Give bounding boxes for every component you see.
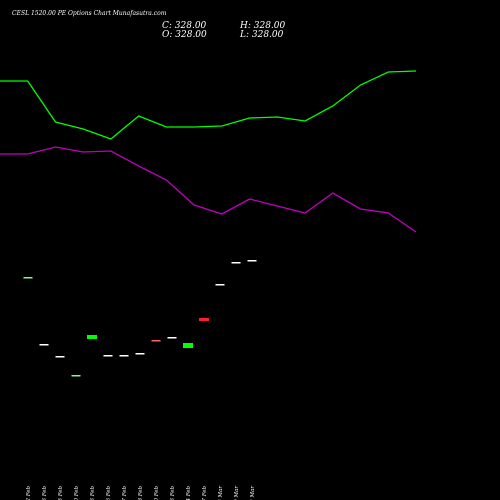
x-tick-label: 12 Mar xyxy=(250,486,256,500)
candle-body xyxy=(103,355,113,357)
x-tick-label: 23 Feb xyxy=(170,486,176,500)
open-label: O: 328.00 xyxy=(162,30,207,40)
candle-body xyxy=(135,353,145,355)
x-tick-label: 09 Mar xyxy=(234,486,240,500)
candle-body xyxy=(215,284,225,286)
x-tick-label: 03 Feb xyxy=(42,486,48,500)
candle-body xyxy=(167,337,177,339)
indicator-line xyxy=(0,70,417,140)
candle-body xyxy=(151,340,161,342)
candle-body xyxy=(71,375,81,377)
x-tick-label: 06 Mar xyxy=(218,486,224,500)
x-tick-label: 13 Feb xyxy=(90,486,96,500)
x-tick-label: 27 Feb xyxy=(202,486,208,500)
low-label: L: 328.00 xyxy=(239,30,284,40)
candle-body xyxy=(39,344,49,346)
candle-body xyxy=(55,356,65,358)
candle-body xyxy=(183,343,193,348)
x-tick-label: 02 Feb xyxy=(26,486,32,500)
candle-body xyxy=(119,355,129,357)
x-tick-label: 18 Feb xyxy=(138,486,144,500)
x-tick-label: 16 Feb xyxy=(106,486,112,500)
candle-body xyxy=(199,318,209,321)
x-tick-label: 05 Feb xyxy=(58,486,64,500)
x-tick-label: 24 Feb xyxy=(186,486,192,500)
candle-body xyxy=(231,262,241,264)
close-label: C: 328.00 xyxy=(162,21,207,31)
x-tick-label: 20 Feb xyxy=(154,486,160,500)
candle-body xyxy=(23,277,33,279)
x-tick-label: 17 Feb xyxy=(122,486,128,500)
x-tick-label: 10 Feb xyxy=(74,486,80,500)
candle-body xyxy=(87,335,97,339)
high-label: H: 328.00 xyxy=(239,21,286,31)
candle-body xyxy=(247,260,257,262)
chart-title: CESL 1520.00 PE Options Chart Munafasutr… xyxy=(12,10,167,17)
indicator-line xyxy=(0,146,417,233)
